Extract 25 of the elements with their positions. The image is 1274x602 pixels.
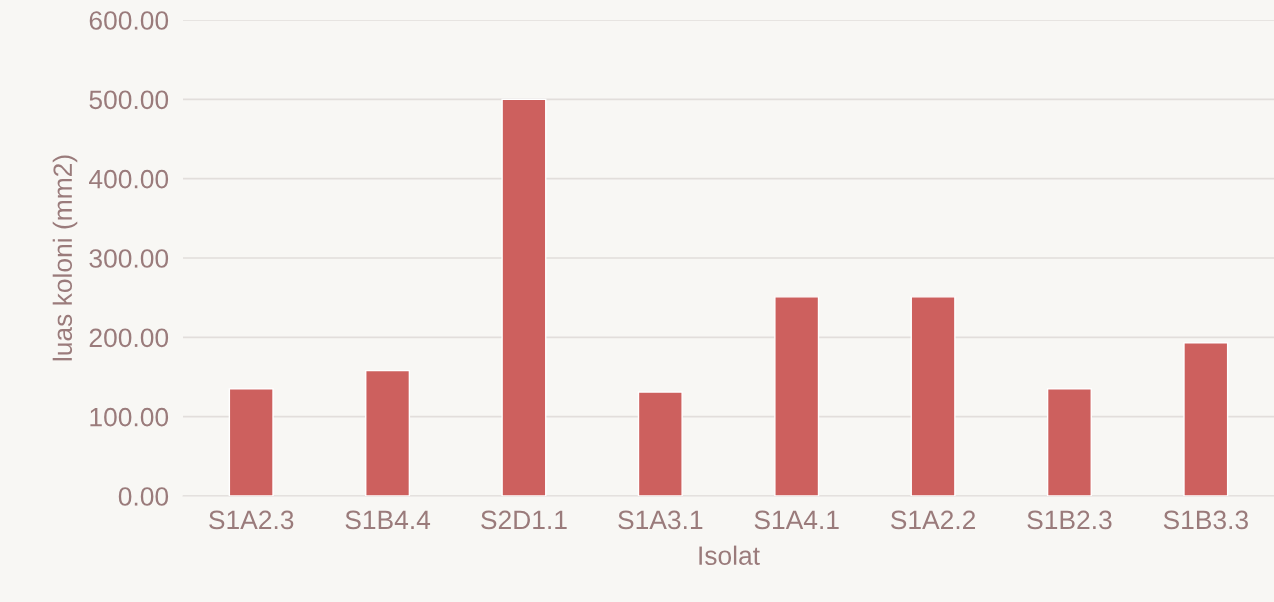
x-tick-label: S1B2.3 <box>1027 510 1112 530</box>
x-tick-label: S2D1.1 <box>481 510 567 530</box>
y-tick-label: 500.00 <box>89 90 169 110</box>
y-tick-label: 200.00 <box>89 328 169 348</box>
x-tick-label: S1A2.3 <box>209 510 294 530</box>
bar <box>910 296 956 496</box>
x-axis-title: Isolat <box>699 545 760 565</box>
y-axis-title: luas koloni (mm2) <box>52 155 78 361</box>
bar <box>1046 388 1092 496</box>
bar <box>774 296 820 496</box>
y-tick-label: 100.00 <box>90 407 169 427</box>
bar <box>1183 342 1229 496</box>
x-tick-label: S1A2.2 <box>890 510 976 530</box>
y-tick-label: 600.00 <box>89 11 169 30</box>
bar <box>228 388 274 496</box>
x-tick-label: S1B3.3 <box>1163 510 1248 530</box>
x-tick-label: S1B4.4 <box>345 510 431 530</box>
bar <box>637 391 683 496</box>
x-tick-label: S1A4.1 <box>754 510 839 530</box>
x-tick-label: S1A3.1 <box>618 510 703 530</box>
bar <box>365 369 411 496</box>
bar <box>501 98 547 496</box>
y-tick-label: 0.00 <box>118 487 169 506</box>
y-tick-label: 400.00 <box>89 169 169 189</box>
y-tick-label: 300.00 <box>89 249 169 268</box>
